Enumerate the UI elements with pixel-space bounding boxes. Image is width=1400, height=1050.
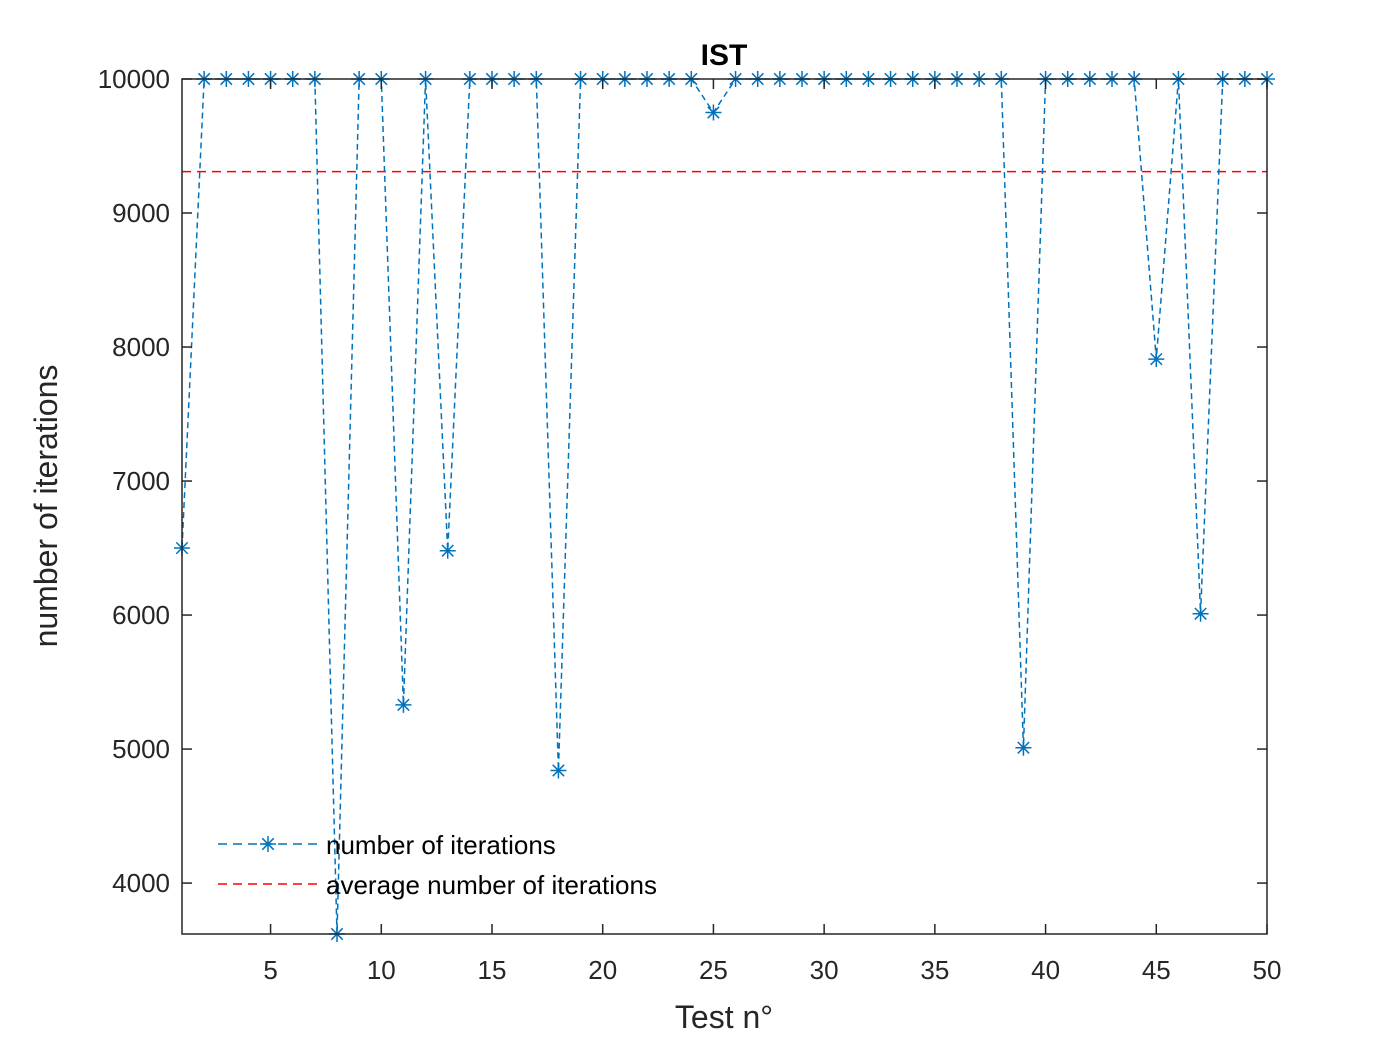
legend-label-iterations: number of iterations bbox=[326, 830, 556, 860]
y-axis-title: number of iterations bbox=[28, 365, 64, 648]
x-tick-label: 25 bbox=[699, 955, 728, 985]
data-point-11 bbox=[395, 696, 412, 713]
x-tick-label: 5 bbox=[263, 955, 277, 985]
x-tick-label: 10 bbox=[367, 955, 396, 985]
marker-stroke bbox=[552, 764, 565, 777]
chart-title: IST bbox=[701, 39, 748, 72]
axes-layer: 5 10 15 20 25 30 35 40 45 50 4000 5000 6000 7000 8000 9… bbox=[98, 64, 1282, 985]
data-point-18 bbox=[550, 762, 567, 779]
y-tick-label: 10000 bbox=[98, 64, 170, 94]
y-tick-label: 9000 bbox=[112, 198, 170, 228]
y-tick-label: 7000 bbox=[112, 466, 170, 496]
x-tick-label: 20 bbox=[588, 955, 617, 985]
x-tick-label: 15 bbox=[478, 955, 507, 985]
x-tick-label: 30 bbox=[810, 955, 839, 985]
marker-stroke bbox=[707, 106, 720, 119]
marker-stroke bbox=[261, 837, 275, 851]
plot-area bbox=[182, 79, 1267, 934]
x-tick-label: 50 bbox=[1253, 955, 1282, 985]
data-point-13 bbox=[439, 542, 456, 559]
x-tick-label: 40 bbox=[1031, 955, 1060, 985]
marker-stroke bbox=[441, 544, 454, 557]
marker-stroke bbox=[397, 698, 410, 712]
y-tick-label: 8000 bbox=[112, 332, 170, 362]
marker-stroke bbox=[1194, 607, 1207, 620]
data-point-45 bbox=[1148, 351, 1165, 368]
x-axis-title: Test n° bbox=[675, 999, 773, 1035]
axes-box bbox=[181, 78, 1268, 935]
legend-marker-asterisk bbox=[260, 836, 276, 852]
data-point-39 bbox=[1015, 739, 1032, 756]
y-tick-label: 6000 bbox=[112, 600, 170, 630]
x-tick-label: 45 bbox=[1142, 955, 1171, 985]
legend-label-average: average number of iterations bbox=[326, 870, 657, 900]
y-tick-label: 4000 bbox=[112, 868, 170, 898]
marker-stroke bbox=[1017, 741, 1030, 754]
data-point-47 bbox=[1192, 605, 1209, 622]
x-tick-label: 35 bbox=[920, 955, 949, 985]
legend: number of iterations average number of i… bbox=[218, 830, 657, 900]
marker-stroke bbox=[1150, 352, 1163, 366]
legend-asterisk-marker bbox=[260, 836, 276, 852]
data-point-25 bbox=[705, 104, 722, 121]
y-tick-label: 5000 bbox=[112, 734, 170, 764]
